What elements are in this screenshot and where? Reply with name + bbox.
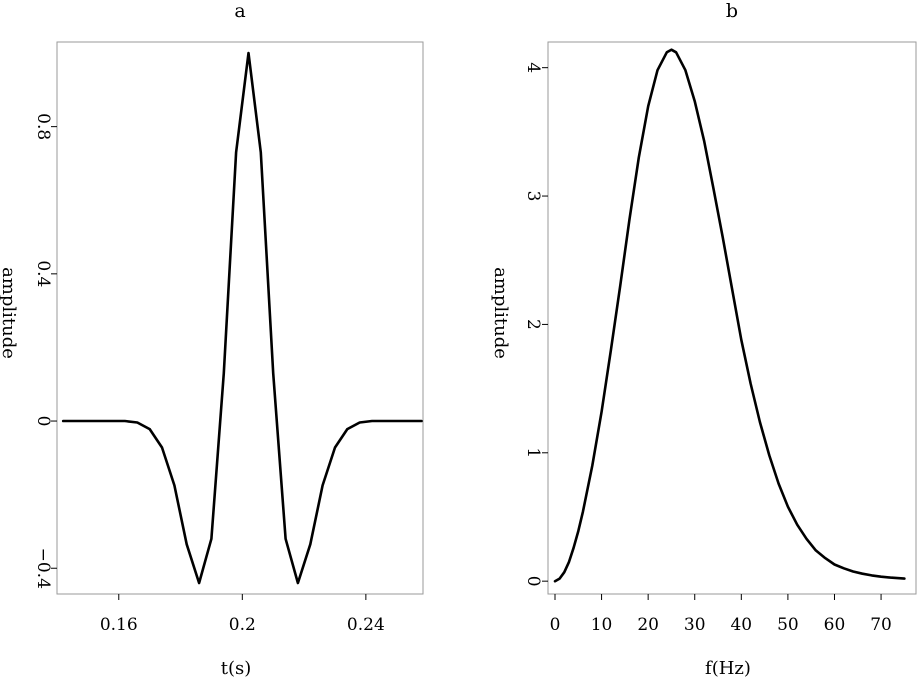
panel-a: a 0.16 0.2 0.24 −0.4 0 0.4 0.8 t(s) amplitude — [0, 0, 424, 679]
panel-a-wavelet-line — [61, 51, 423, 585]
y-tick-label: 4 — [523, 62, 543, 73]
panel-a-title: a — [234, 0, 245, 22]
panel-b-plot-frame — [547, 41, 917, 595]
x-tick-label: 0.24 — [347, 615, 385, 635]
panel-b-spectrum-line — [553, 48, 906, 583]
x-tick-label: 70 — [870, 615, 892, 635]
panel-a-plot-frame — [56, 41, 424, 595]
x-tick-label: 60 — [824, 615, 846, 635]
panel-b-x-tick-marks — [554, 594, 882, 600]
panel-a-y-tick-labels: −0.4 0 0.4 0.8 — [33, 113, 53, 589]
panel-a-y-axis-label: amplitude — [0, 267, 19, 359]
panel-b-x-tick-labels: 0 10 20 30 40 50 60 70 — [550, 615, 892, 635]
panel-b-y-tick-labels: 0 1 2 3 4 — [523, 62, 543, 586]
y-tick-label: 2 — [523, 319, 543, 330]
panel-a-x-tick-marks — [118, 594, 367, 600]
x-tick-label: 0.2 — [229, 615, 256, 635]
panel-a-y-tick-marks — [51, 126, 57, 569]
x-tick-label: 0.16 — [100, 615, 138, 635]
x-tick-label: 40 — [730, 615, 752, 635]
y-tick-label: 0 — [33, 416, 53, 427]
y-tick-label: 0.8 — [33, 113, 53, 140]
y-tick-label: 0 — [523, 576, 543, 587]
x-tick-label: 0 — [550, 615, 561, 635]
x-tick-label: 30 — [684, 615, 706, 635]
panel-b: b 0 10 20 30 40 50 60 70 0 1 2 3 4 f(Hz) amplitude — [490, 0, 917, 679]
panel-a-x-axis-label: t(s) — [221, 658, 252, 679]
x-tick-label: 50 — [777, 615, 799, 635]
x-tick-label: 10 — [591, 615, 613, 635]
panel-b-y-tick-marks — [542, 67, 548, 582]
panel-b-y-axis-label: amplitude — [490, 267, 511, 359]
panel-a-x-tick-labels: 0.16 0.2 0.24 — [100, 615, 385, 635]
panel-b-title: b — [726, 0, 738, 22]
y-tick-label: −0.4 — [33, 548, 53, 589]
x-tick-label: 20 — [637, 615, 659, 635]
panel-b-x-axis-label: f(Hz) — [705, 658, 751, 679]
y-tick-label: 0.4 — [33, 260, 53, 287]
y-tick-label: 3 — [523, 191, 543, 202]
y-tick-label: 1 — [523, 447, 543, 458]
